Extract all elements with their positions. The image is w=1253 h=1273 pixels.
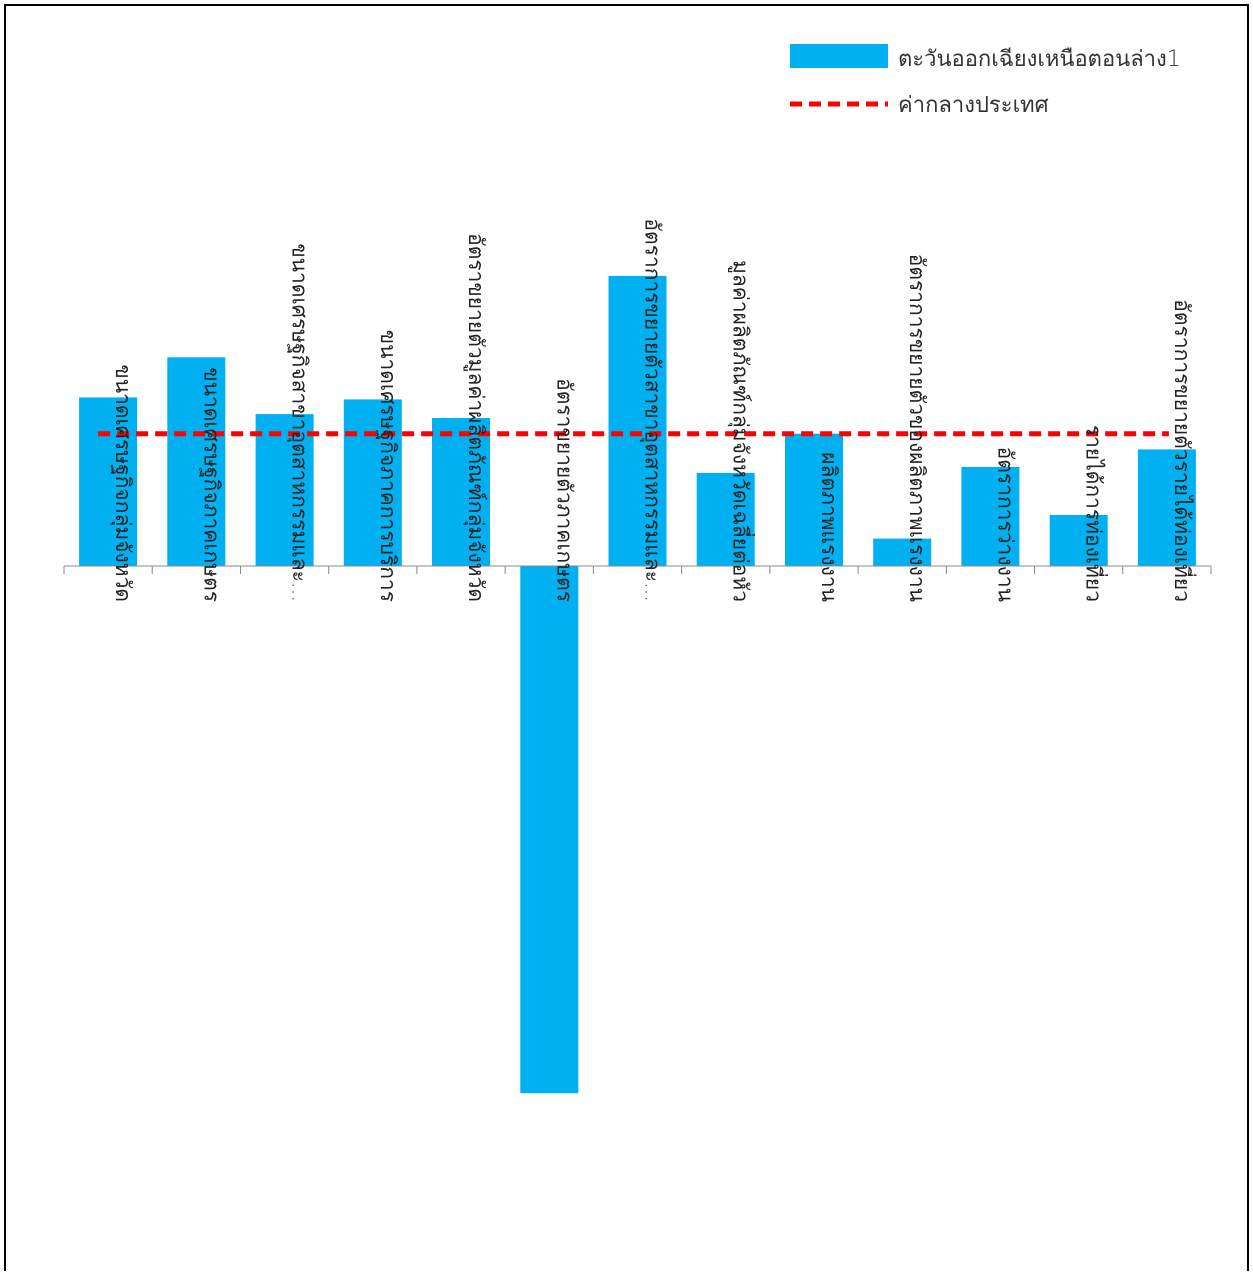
x-axis-ticks (63, 566, 1212, 574)
x-tick-label-8: ผลิตภาพแรงงาน (817, 452, 841, 602)
category-labels: ขนาดเศรษฐกิจกลุ่มจังหวัด ขนาดเศรษฐกิจภาคเ… (110, 218, 1197, 602)
bars-group (79, 275, 1196, 1094)
legend-label-line: ค่ากลางประเทศ (898, 93, 1049, 118)
bar-2 (255, 414, 314, 566)
bar-7 (696, 472, 755, 566)
bar-12 (1137, 449, 1196, 566)
x-tick-label-1: ขนาดเศรษฐกิจภาคเกษตร (199, 367, 223, 602)
chart-frame: ขนาดเศรษฐกิจกลุ่มจังหวัด ขนาดเศรษฐกิจภาคเ… (4, 4, 1249, 1271)
bar-11 (1049, 515, 1108, 566)
bar-5 (520, 566, 579, 1094)
x-tick-label-6: อัตราการขยายตัวสาขาอุตสาหกรรมและ... (640, 218, 665, 602)
legend: ตะวันออกเฉียงเหนือตอนล่าง1 ค่ากลางประเทศ (790, 44, 1181, 118)
bar-1 (167, 357, 226, 566)
x-tick-label-7: มูลค่าผลิตภัณฑ์กลุ่มจังหวัดเฉลี่ยต่อหัว (728, 260, 756, 602)
x-tick-label-0: ขนาดเศรษฐกิจกลุ่มจังหวัด (110, 364, 135, 602)
x-tick-label-10: อัตราการว่างงาน (993, 447, 1017, 602)
x-tick-label-9: อัตราการขยายตัวของผลิตภาพแรงงาน (905, 254, 929, 602)
x-tick-label-3: ขนาดเศรษฐกิจภาคการบริการ (376, 330, 400, 602)
x-tick-label-4: อัตราขยายตัวมูลค่าผลิตภัณฑ์กลุ่มจังหวัด (463, 233, 488, 602)
x-tick-label-12: อัตราการขยายตัวรายได้ท่องเที่ยว (1170, 299, 1197, 602)
bar-9 (873, 538, 932, 566)
x-tick-label-11: รายได้การท่องเที่ยว (1082, 425, 1109, 602)
bar-8 (785, 433, 843, 566)
bar-10 (961, 467, 1020, 566)
bar-4 (432, 418, 490, 566)
legend-swatch-bar (790, 44, 888, 68)
x-tick-label-5: อัตราขยายตัวภาคเกษตร (552, 378, 576, 602)
bar-chart: ขนาดเศรษฐกิจกลุ่มจังหวัด ขนาดเศรษฐกิจภาคเ… (63, 44, 1212, 1094)
bar-0 (79, 397, 138, 566)
x-tick-label-2: ขนาดเศรษฐกิจสาขาอุตสาหกรรมและ... (287, 243, 312, 602)
legend-label-bar: ตะวันออกเฉียงเหนือตอนล่าง1 (898, 47, 1181, 72)
bar-6 (608, 275, 667, 566)
bar-3 (343, 399, 402, 566)
